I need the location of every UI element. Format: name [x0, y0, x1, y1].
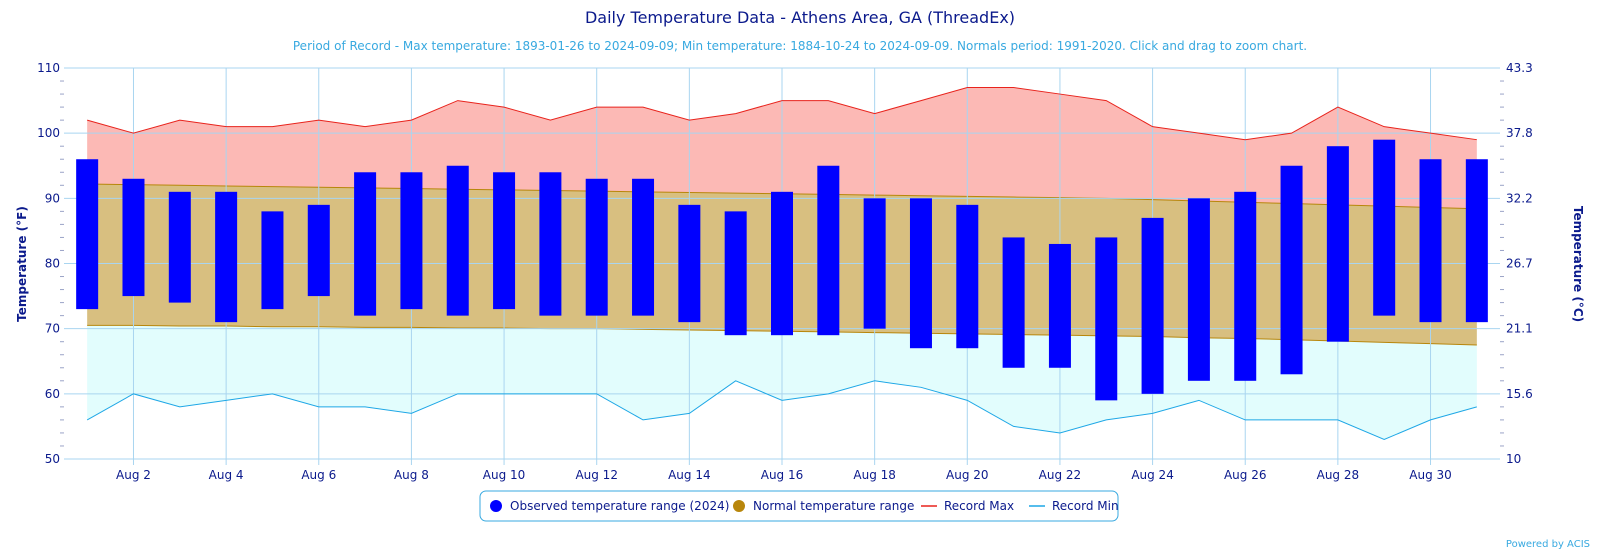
observed-bar — [493, 172, 516, 310]
legend-record-min-label: Record Min — [1052, 499, 1119, 513]
x-tick-label: Aug 24 — [1131, 468, 1174, 482]
y-right-tick-label: 43.3 — [1506, 61, 1533, 75]
observed-bar — [1234, 191, 1257, 381]
observed-bar — [1465, 159, 1488, 323]
observed-bar — [168, 191, 191, 303]
observed-bar — [1280, 165, 1303, 375]
x-tick-label: Aug 30 — [1409, 468, 1452, 482]
observed-bar — [724, 211, 747, 336]
y-right-tick-label: 21.1 — [1506, 322, 1533, 336]
y-right-tick-label: 10 — [1506, 452, 1521, 466]
observed-bar — [307, 204, 330, 297]
y-axis-right: 10 15.6 21.1 26.7 32.2 37.8 43.3 — [1500, 61, 1533, 466]
observed-bar — [1419, 159, 1442, 323]
y-right-tick-label: 37.8 — [1506, 126, 1533, 140]
legend-normal-marker — [733, 500, 745, 512]
x-tick-label: Aug 18 — [853, 468, 896, 482]
record-max-line — [87, 87, 1477, 141]
observed-bar — [354, 172, 377, 316]
chart-subtitle: Period of Record - Max temperature: 1893… — [293, 39, 1307, 53]
y-right-tick-label: 32.2 — [1506, 191, 1533, 205]
x-axis: Aug 2 Aug 4 Aug 6 Aug 8 Aug 10 Aug 12 Aug 14 Au… — [64, 458, 1500, 482]
y-left-tick-label: 80 — [45, 257, 60, 271]
legend-box — [479, 490, 1119, 522]
y-left-tick-label: 90 — [45, 191, 60, 205]
x-tick-label: Aug 2 — [116, 468, 151, 482]
observed-bar — [1187, 198, 1210, 381]
legend-normal-label: Normal temperature range — [753, 499, 914, 513]
observed-bar — [122, 178, 145, 297]
observed-bars — [76, 139, 1488, 401]
x-tick-label: Aug 22 — [1039, 468, 1082, 482]
observed-bar — [539, 172, 562, 316]
observed-bar — [261, 211, 284, 310]
observed-bar — [1373, 139, 1396, 316]
x-tick-label: Aug 28 — [1317, 468, 1360, 482]
observed-bar — [1141, 217, 1164, 394]
legend-record-max-label: Record Max — [944, 499, 1014, 513]
x-tick-label: Aug 20 — [946, 468, 989, 482]
y-left-tick-label: 70 — [45, 322, 60, 336]
record-lines — [86, 87, 1477, 440]
y-axis-right-title: Temperature (°C) — [1571, 206, 1585, 322]
observed-bar — [1095, 237, 1118, 401]
legend-item-record-max[interactable]: Record Max — [921, 499, 1014, 513]
observed-bar — [863, 198, 886, 329]
y-axis-left: 50 60 70 80 90 100 110 — [37, 61, 64, 466]
observed-bar — [1326, 146, 1349, 342]
y-right-tick-label: 15.6 — [1506, 387, 1533, 401]
x-tick-label: Aug 26 — [1224, 468, 1267, 482]
legend-observed-label: Observed temperature range (2024) — [510, 499, 729, 513]
observed-bar — [956, 204, 979, 349]
x-tick-label: Aug 14 — [668, 468, 711, 482]
observed-bar — [1002, 237, 1025, 368]
y-axis-left-title: Temperature (°F) — [15, 206, 29, 322]
x-tick-label: Aug 12 — [575, 468, 618, 482]
x-tick-label: Aug 16 — [761, 468, 804, 482]
x-tick-label: Aug 6 — [301, 468, 336, 482]
observed-bar — [817, 165, 840, 336]
x-tick-label: Aug 10 — [483, 468, 526, 482]
legend-item-record-min[interactable]: Record Min — [1029, 499, 1119, 513]
observed-bar — [678, 204, 701, 323]
x-tick-label: Aug 4 — [209, 468, 244, 482]
observed-bar — [909, 198, 932, 349]
legend: Observed temperature range (2024) Normal… — [479, 490, 1119, 522]
credit-link[interactable]: Powered by ACIS — [1506, 539, 1590, 550]
plot-area[interactable] — [64, 67, 1500, 460]
legend-observed-marker — [490, 500, 502, 512]
observed-bar — [400, 172, 423, 310]
y-left-tick-label: 100 — [37, 126, 60, 140]
chart-title: Daily Temperature Data - Athens Area, GA… — [585, 8, 1015, 27]
y-left-tick-label: 60 — [45, 387, 60, 401]
record-min-line — [86, 380, 1477, 440]
legend-item-observed[interactable]: Observed temperature range (2024) — [490, 499, 729, 513]
observed-bar — [446, 165, 469, 316]
observed-bar — [585, 178, 608, 316]
observed-bar — [215, 191, 238, 323]
observed-bar — [632, 178, 655, 316]
y-right-tick-label: 26.7 — [1506, 257, 1533, 271]
x-tick-label: Aug 8 — [394, 468, 429, 482]
legend-item-normal[interactable]: Normal temperature range — [733, 499, 914, 513]
y-left-tick-label: 110 — [37, 61, 60, 75]
observed-bar — [771, 191, 793, 336]
observed-bar — [1048, 243, 1071, 368]
observed-bar — [76, 159, 99, 310]
y-left-tick-label: 50 — [45, 452, 60, 466]
